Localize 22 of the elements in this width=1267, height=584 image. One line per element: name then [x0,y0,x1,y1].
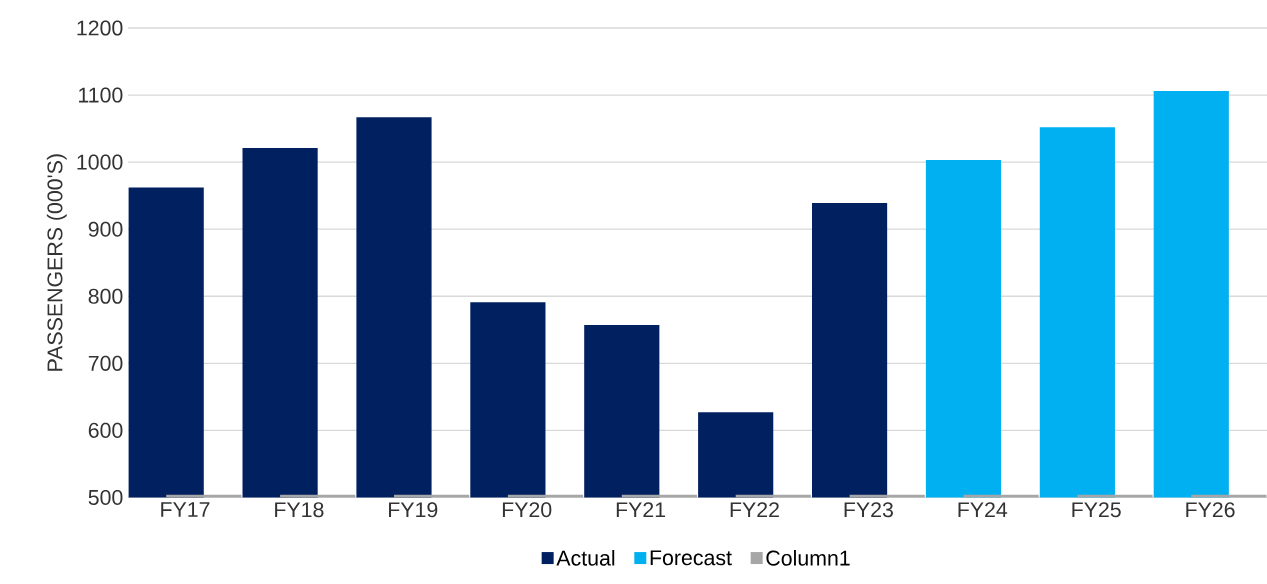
x-tick-label: FY22 [730,502,779,517]
x-tick-label: FY24 [958,502,1008,517]
x-tick-label: FY21 [616,502,666,517]
y-tick-label: 1100 [79,87,123,103]
legend-label: Column1 [766,549,850,566]
y-tick-label: 500 [88,489,123,505]
y-tick-label: 800 [88,288,123,304]
legend-label: Forecast [650,550,732,566]
x-tick-label: FY23 [844,502,893,518]
legend-label: Actual [556,549,615,566]
y-axis-title: PASSENGERS (000'S) [46,154,67,371]
x-tick-label: FY25 [1072,502,1121,518]
y-tick-label: 700 [88,355,123,371]
y-tick-label: 600 [88,422,123,438]
y-tick-label: 900 [88,221,123,237]
y-tick-label: 1000 [77,154,123,170]
x-tick-label: FY20 [502,502,552,518]
x-tick-label: FY18 [275,502,324,518]
x-tick-label: FY19 [389,502,438,518]
y-tick-label: 1200 [77,20,123,36]
x-tick-label: FY26 [1186,502,1235,518]
x-tick-label: FY17 [161,502,210,517]
